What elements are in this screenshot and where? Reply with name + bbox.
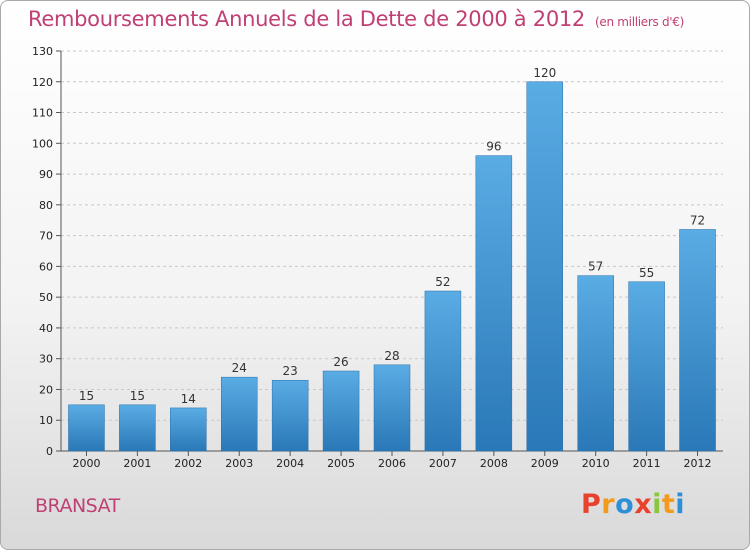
y-tick-label: 20 <box>39 383 53 396</box>
y-tick-label: 130 <box>32 45 53 58</box>
bar <box>628 281 665 452</box>
x-tick-label: 2010 <box>582 457 610 470</box>
data-label: 120 <box>533 66 556 80</box>
bar <box>577 275 614 452</box>
data-label: 55 <box>639 266 654 280</box>
y-tick-label: 40 <box>39 322 53 335</box>
logo-letter: i <box>652 489 662 520</box>
data-label: 57 <box>588 260 603 274</box>
bar <box>526 81 564 452</box>
data-label: 23 <box>283 364 298 378</box>
bar <box>373 364 411 452</box>
bar <box>424 290 462 452</box>
logo-letter: r <box>601 489 616 520</box>
x-tick-label: 2004 <box>276 457 304 470</box>
y-tick-label: 50 <box>39 291 53 304</box>
y-tick-label: 60 <box>39 260 53 273</box>
chart-title: Remboursements Annuels de la Dette de 20… <box>28 7 684 31</box>
y-tick-label: 110 <box>32 107 53 120</box>
x-tick-label: 2005 <box>327 457 355 470</box>
y-tick-label: 80 <box>39 199 53 212</box>
town-name: BRANSAT <box>35 495 120 517</box>
data-label: 15 <box>130 389 145 403</box>
logo-letter: P <box>581 489 602 520</box>
x-tick-label: 2000 <box>72 457 100 470</box>
proxiti-logo: Proxiti <box>581 489 685 520</box>
x-tick-label: 2008 <box>480 457 508 470</box>
unit-note: (en milliers d'€) <box>595 15 685 29</box>
y-tick-label: 90 <box>39 168 53 181</box>
y-tick-label: 0 <box>46 445 53 458</box>
data-label: 26 <box>333 355 348 369</box>
bar <box>475 155 513 452</box>
data-label: 14 <box>181 392 196 406</box>
y-tick-label: 100 <box>32 137 53 150</box>
logo-letter: i <box>675 489 686 520</box>
data-label: 72 <box>690 213 705 227</box>
x-tick-label: 2007 <box>429 457 457 470</box>
logo-letter: t <box>661 489 676 520</box>
y-tick-label: 30 <box>39 353 53 366</box>
bar <box>271 379 309 452</box>
x-tick-label: 2012 <box>684 457 712 470</box>
y-tick-label: 10 <box>39 414 53 427</box>
bar <box>119 404 156 452</box>
data-label: 96 <box>486 140 501 154</box>
x-tick-label: 2001 <box>123 457 151 470</box>
x-tick-label: 2002 <box>174 457 202 470</box>
y-tick-label: 120 <box>32 76 53 89</box>
logo-letter: o <box>615 489 635 520</box>
y-tick-label: 70 <box>39 230 53 243</box>
bar <box>170 407 207 452</box>
x-tick-label: 2003 <box>225 457 253 470</box>
data-label: 15 <box>79 389 94 403</box>
data-label: 28 <box>384 349 399 363</box>
bar <box>220 376 258 452</box>
x-tick-label: 2011 <box>633 457 661 470</box>
bar <box>322 370 360 452</box>
logo-letter: x <box>634 489 653 520</box>
bar <box>68 404 105 452</box>
x-tick-label: 2006 <box>378 457 406 470</box>
x-tick-label: 2009 <box>531 457 559 470</box>
bar <box>679 229 716 452</box>
chart-title-text: Remboursements Annuels de la Dette de 20… <box>28 7 585 31</box>
data-label: 52 <box>435 275 450 289</box>
data-label: 24 <box>232 361 247 375</box>
